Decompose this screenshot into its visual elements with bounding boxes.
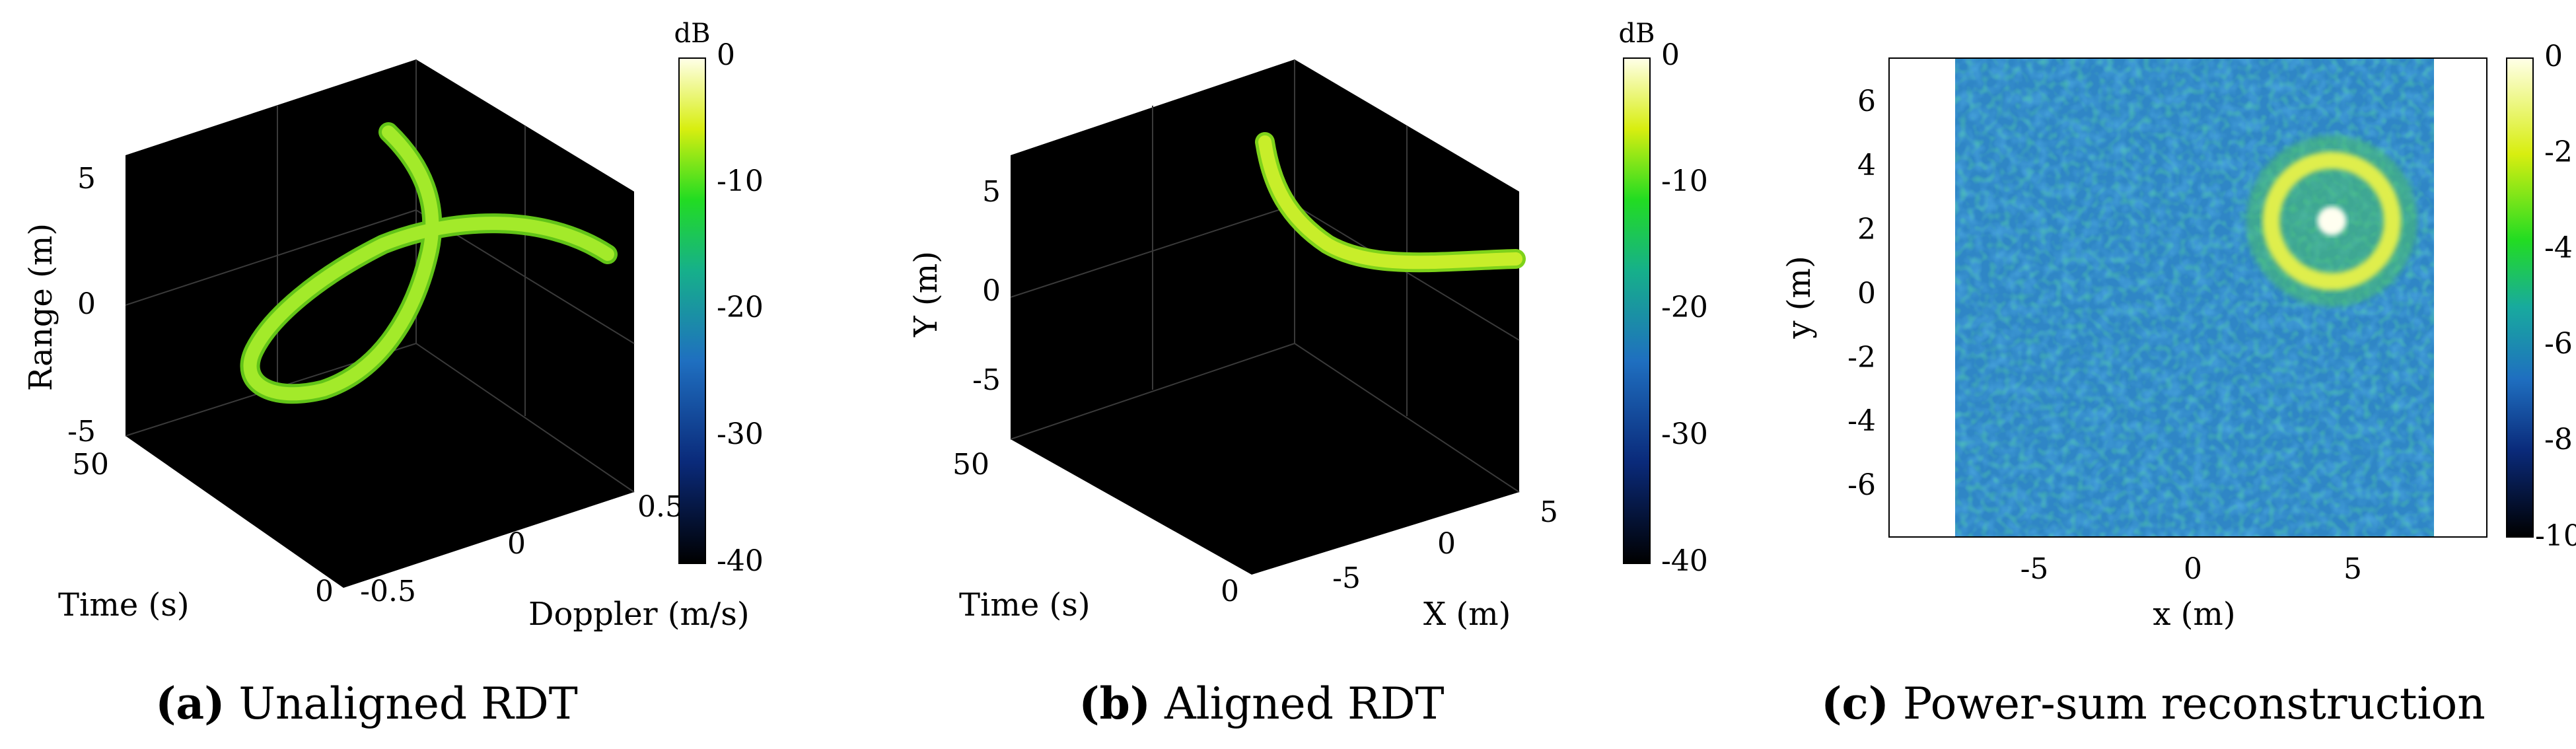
x-tick-b-1: 0	[1437, 527, 1456, 561]
c-y-label: y (m)	[1781, 256, 1818, 339]
c-x-tick-1: 0	[2184, 552, 2202, 586]
x-label-a: Doppler (m/s)	[528, 596, 750, 633]
caption-c: (c) Power-sum reconstruction	[1821, 678, 2486, 729]
c-y-tick-6: -6	[1847, 468, 1876, 502]
colorbar-a-tick-0: 0	[717, 38, 735, 72]
z-tick-a-1: 0	[77, 287, 96, 321]
colorbar-b-tick-3: -30	[1661, 417, 1708, 451]
colorbar-c-tick-2: -4	[2544, 231, 2573, 265]
caption-c-label: (c)	[1821, 678, 1889, 729]
colorbar-c-tick-4: -8	[2544, 423, 2573, 456]
x-tick-a-0: -0.5	[360, 575, 416, 608]
colorbar-a-tick-1: -10	[717, 164, 764, 198]
colorbar-b-tick-2: -20	[1661, 291, 1708, 324]
caption-c-text: Power-sum reconstruction	[1903, 678, 2486, 729]
z-label-a: Range (m)	[22, 223, 59, 391]
z-tick-a-0: 5	[77, 162, 96, 196]
caption-b-label: (b)	[1079, 678, 1151, 729]
colorbar-c-tick-3: -6	[2544, 327, 2573, 361]
colorbar-b-title: dB	[1619, 18, 1655, 49]
c-y-tick-1: 4	[1857, 149, 1876, 182]
colorbar-a-tick-3: -30	[717, 417, 764, 451]
x-tick-a-1: 0	[507, 527, 526, 561]
panel-a: 5 0 -5 Range (m) 50 0 Time (s) -0.5 0 0.…	[22, 18, 764, 729]
z-tick-a-2: -5	[67, 415, 96, 448]
c-y-tick-4: -2	[1847, 341, 1876, 374]
caption-b: (b) Aligned RDT	[1079, 678, 1444, 729]
y-label-b: Time (s)	[959, 587, 1091, 624]
c-x-label: x (m)	[2153, 596, 2235, 633]
c-x-tick-0: -5	[2021, 552, 2049, 586]
c-y-tick-3: 0	[1857, 277, 1876, 310]
y-label-a: Time (s)	[58, 587, 190, 624]
caption-a-label: (a)	[155, 678, 225, 729]
cube-a	[125, 59, 634, 588]
c-y-tick-5: -4	[1847, 404, 1876, 438]
panel-c: 6 4 2 0 -2 -4 -6 y (m) -5 0 5 x (m) 0 -2…	[1781, 40, 2576, 729]
x-label-b: X (m)	[1423, 596, 1511, 633]
y-tick-a-0: 50	[72, 448, 109, 482]
trajectory-a	[243, 125, 614, 401]
z-tick-b-0: 5	[982, 175, 1001, 209]
y-tick-b-0: 50	[952, 448, 989, 482]
colorbar-c: 0 -2 -4 -6 -8 -10	[2506, 40, 2576, 553]
z-tick-b-2: -5	[972, 363, 1001, 397]
c-x-tick-2: 5	[2343, 552, 2362, 586]
colorbar-a: dB 0 -10 -20 -30 -40	[674, 18, 764, 578]
y-tick-a-1: 0	[315, 575, 334, 608]
caption-a: (a) Unaligned RDT	[155, 678, 578, 729]
colorbar-b: dB 0 -10 -20 -30 -40	[1619, 18, 1708, 578]
cube-b	[1011, 59, 1519, 575]
colorbar-c-tick-5: -10	[2535, 519, 2576, 553]
colorbar-c-tick-0: 0	[2544, 40, 2563, 73]
colorbar-a-tick-4: -40	[717, 544, 764, 578]
caption-a-text: Unaligned RDT	[238, 678, 577, 729]
colorbar-b-tick-4: -40	[1661, 544, 1708, 578]
c-y-tick-2: 2	[1857, 213, 1876, 246]
colorbar-a-tick-2: -20	[717, 291, 764, 324]
trajectory-b	[1258, 135, 1522, 269]
colorbar-c-tick-1: -2	[2544, 135, 2573, 169]
x-tick-b-2: 5	[1540, 495, 1558, 529]
z-tick-b-1: 0	[982, 274, 1001, 308]
caption-b-text: Aligned RDT	[1164, 678, 1445, 729]
colorbar-a-title: dB	[674, 18, 711, 49]
heatmap-c	[1955, 58, 2434, 537]
z-label-b: Y (m)	[908, 251, 945, 338]
colorbar-b-tick-0: 0	[1661, 38, 1680, 72]
x-tick-b-0: -5	[1332, 561, 1361, 595]
panel-b: 5 0 -5 Y (m) 50 0 Time (s) -5 0 5 X (m) …	[908, 18, 1708, 729]
colorbar-b-tick-1: -10	[1661, 164, 1708, 198]
heatmap-peak	[2317, 206, 2347, 236]
x-tick-a-2: 0.5	[637, 490, 684, 524]
heatmap-axes-box	[1888, 57, 2487, 538]
y-tick-b-1: 0	[1221, 575, 1239, 608]
heatmap-ring	[2262, 151, 2402, 291]
c-y-tick-0: 6	[1857, 85, 1876, 118]
